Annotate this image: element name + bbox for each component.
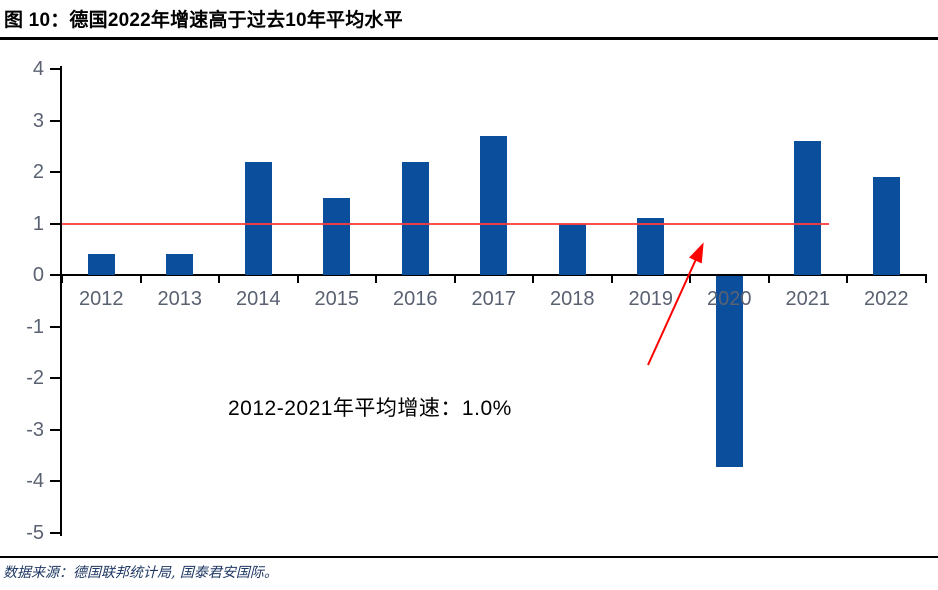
bar bbox=[401, 161, 429, 275]
bar bbox=[715, 276, 743, 467]
x-tick-label: 2015 bbox=[314, 288, 360, 310]
data-source: 数据来源：德国联邦统计局, 国泰君安国际。 bbox=[3, 565, 278, 581]
average-line bbox=[62, 222, 829, 225]
x-tick-label: 2019 bbox=[628, 288, 674, 310]
x-tick bbox=[689, 275, 691, 283]
bar bbox=[323, 197, 351, 275]
y-tick-label: 2 bbox=[32, 161, 44, 183]
x-tick bbox=[139, 275, 142, 283]
bar-chart: 4 3 2 1 0 -1 -2 -3 -4 -5 2012 2013 2014 2015 2016 2017 2… bbox=[0, 40, 938, 555]
y-tick bbox=[50, 325, 60, 328]
title-divider bbox=[0, 37, 938, 40]
bar bbox=[794, 141, 822, 275]
y-tick bbox=[50, 171, 60, 173]
x-tick bbox=[218, 275, 220, 283]
y-tick-label: -5 bbox=[26, 521, 44, 544]
bar bbox=[166, 254, 194, 275]
x-tick bbox=[296, 275, 299, 283]
y-tick-label: -2 bbox=[26, 367, 44, 389]
x-tick-label: 2022 bbox=[864, 288, 909, 310]
y-tick-label: 0 bbox=[32, 264, 44, 286]
y-tick bbox=[50, 480, 60, 482]
x-tick bbox=[846, 275, 848, 283]
x-tick-label: 2017 bbox=[471, 288, 517, 310]
bar bbox=[637, 218, 665, 275]
x-tick-label: 2018 bbox=[550, 288, 595, 310]
y-axis-line bbox=[60, 66, 62, 536]
y-tick-label: -4 bbox=[26, 470, 44, 492]
x-tick-label: 2012 bbox=[79, 288, 124, 310]
x-tick bbox=[767, 275, 770, 283]
bar bbox=[558, 223, 586, 275]
x-tick-label: 2016 bbox=[393, 288, 438, 310]
y-tick bbox=[50, 274, 60, 276]
bar bbox=[244, 161, 272, 275]
figure-title: 图 10：德国2022年增速高于过去10年平均水平 bbox=[4, 10, 403, 31]
x-tick-label: 2021 bbox=[785, 288, 831, 310]
x-tick bbox=[61, 275, 63, 283]
y-tick bbox=[50, 68, 60, 70]
y-tick bbox=[50, 377, 60, 379]
x-axis-line bbox=[60, 274, 927, 276]
x-tick bbox=[610, 275, 613, 283]
x-tick bbox=[375, 275, 377, 283]
x-tick-label: 2014 bbox=[236, 288, 281, 310]
x-tick bbox=[924, 275, 927, 283]
x-tick-label: 2013 bbox=[157, 288, 203, 310]
x-tick bbox=[532, 275, 534, 283]
x-tick-label: 2020 bbox=[707, 288, 752, 310]
y-tick-label: 4 bbox=[32, 58, 44, 80]
y-tick-label: 1 bbox=[32, 212, 44, 235]
bar bbox=[87, 254, 115, 275]
y-tick-label: -3 bbox=[26, 418, 44, 441]
footer-divider bbox=[0, 556, 938, 558]
average-growth-annotation: 2012-2021年平均增速：1.0% bbox=[228, 397, 512, 420]
y-tick bbox=[50, 428, 60, 431]
arrow-icon bbox=[647, 242, 704, 366]
y-tick bbox=[50, 531, 60, 534]
bar bbox=[872, 177, 900, 275]
bar bbox=[480, 135, 508, 275]
y-tick bbox=[50, 119, 60, 122]
y-tick-label: -1 bbox=[26, 315, 44, 338]
y-tick bbox=[50, 222, 60, 225]
x-tick bbox=[453, 275, 456, 283]
y-tick-label: 3 bbox=[32, 109, 44, 132]
